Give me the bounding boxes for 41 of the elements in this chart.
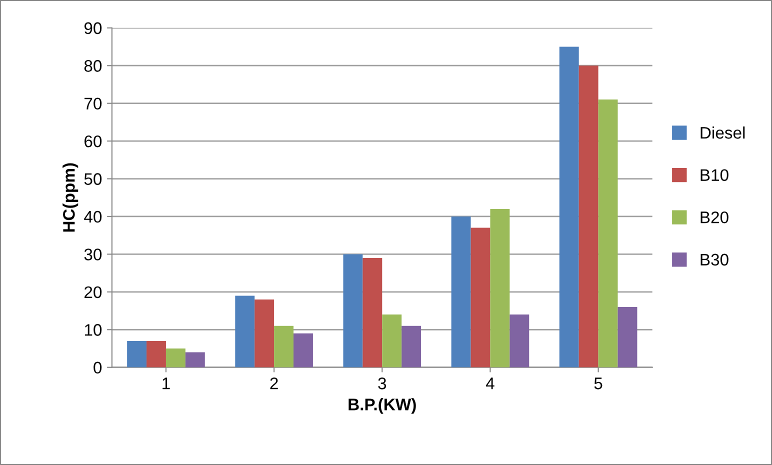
y-tick-label: 30	[84, 248, 102, 260]
bar	[382, 314, 402, 368]
bar	[166, 348, 186, 368]
bar	[402, 326, 422, 368]
bar	[451, 216, 471, 368]
y-axis-title: HC(ppm)	[62, 163, 78, 232]
y-tick-label: 70	[84, 98, 102, 110]
bar	[146, 340, 166, 368]
legend-label: B20	[700, 211, 728, 224]
bar	[470, 228, 490, 368]
bar	[598, 100, 618, 368]
bar	[254, 299, 274, 368]
bar	[578, 66, 598, 368]
bar	[274, 326, 294, 368]
x-tick-label: 4	[486, 378, 494, 390]
bar	[362, 258, 382, 368]
legend-label: B30	[700, 254, 728, 266]
bar	[490, 208, 510, 368]
y-tick-label: 50	[84, 173, 102, 185]
x-tick-label: 5	[594, 378, 602, 390]
legend-label: Diesel	[700, 126, 745, 139]
x-axis-title: B.P.(KW)	[348, 398, 416, 414]
bar	[618, 307, 638, 368]
bar	[343, 254, 363, 368]
y-tick-label: 20	[84, 286, 102, 298]
bar	[559, 46, 579, 368]
y-tick-label: 40	[84, 210, 102, 223]
bar	[294, 333, 313, 368]
y-tick-label: 10	[84, 324, 102, 336]
x-tick-label: 1	[162, 378, 170, 390]
y-tick-label: 0	[94, 362, 102, 374]
x-tick-label: 2	[270, 378, 278, 390]
bar	[510, 314, 530, 368]
y-tick-label: 90	[84, 22, 102, 34]
legend-label: B10	[700, 169, 728, 181]
bar	[185, 352, 205, 368]
y-tick-label: 60	[84, 135, 102, 148]
x-tick-label: 3	[378, 378, 386, 390]
y-tick-label: 80	[84, 60, 102, 72]
bar	[235, 296, 255, 368]
bar	[127, 340, 147, 368]
